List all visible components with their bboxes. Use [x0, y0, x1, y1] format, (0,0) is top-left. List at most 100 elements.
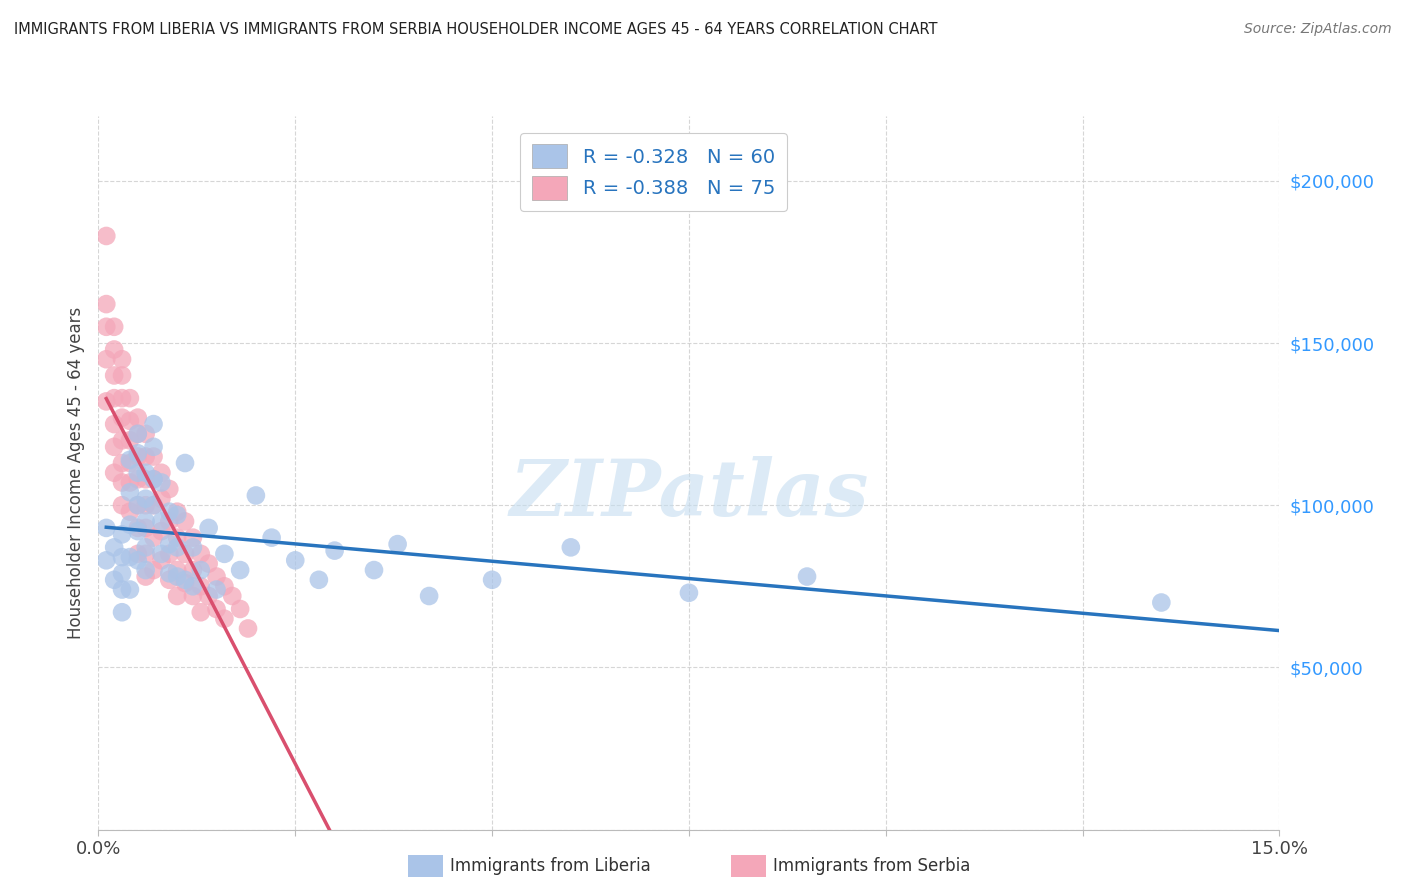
Point — [197, 557, 219, 571]
Point — [118, 582, 141, 597]
Point — [142, 531, 165, 545]
Point — [150, 466, 173, 480]
Point — [127, 547, 149, 561]
Point — [111, 456, 134, 470]
Point — [127, 426, 149, 441]
Point — [127, 472, 149, 486]
Point — [127, 521, 149, 535]
Point — [418, 589, 440, 603]
Point — [111, 410, 134, 425]
Point — [111, 550, 134, 565]
Point — [181, 579, 204, 593]
Point — [103, 391, 125, 405]
Point — [142, 498, 165, 512]
Point — [190, 605, 212, 619]
Point — [197, 521, 219, 535]
Point — [166, 508, 188, 522]
Point — [118, 414, 141, 428]
Y-axis label: Householder Income Ages 45 - 64 years: Householder Income Ages 45 - 64 years — [66, 307, 84, 639]
Point — [174, 515, 197, 529]
Point — [118, 434, 141, 448]
Point — [142, 498, 165, 512]
Point — [118, 452, 141, 467]
Point — [174, 573, 197, 587]
Point — [135, 472, 157, 486]
Point — [205, 582, 228, 597]
Point — [111, 498, 134, 512]
Point — [166, 563, 188, 577]
Point — [127, 446, 149, 460]
Point — [190, 579, 212, 593]
Point — [103, 440, 125, 454]
Point — [118, 456, 141, 470]
Point — [197, 589, 219, 603]
Point — [103, 466, 125, 480]
Point — [166, 541, 188, 555]
Text: Immigrants from Serbia: Immigrants from Serbia — [773, 857, 970, 875]
Point — [96, 553, 118, 567]
Point — [127, 498, 149, 512]
Point — [103, 573, 125, 587]
Point — [157, 566, 180, 581]
Point — [181, 531, 204, 545]
Point — [678, 586, 700, 600]
Point — [181, 589, 204, 603]
Point — [118, 505, 141, 519]
Point — [142, 450, 165, 464]
Point — [96, 521, 118, 535]
Point — [135, 521, 157, 535]
Point — [150, 524, 173, 538]
Point — [111, 527, 134, 541]
Point — [174, 576, 197, 591]
Point — [236, 622, 259, 636]
Point — [205, 602, 228, 616]
Text: IMMIGRANTS FROM LIBERIA VS IMMIGRANTS FROM SERBIA HOUSEHOLDER INCOME AGES 45 - 6: IMMIGRANTS FROM LIBERIA VS IMMIGRANTS FR… — [14, 22, 938, 37]
Point — [103, 417, 125, 431]
Point — [174, 456, 197, 470]
Point — [308, 573, 330, 587]
Point — [142, 472, 165, 486]
Point — [150, 515, 173, 529]
Point — [150, 547, 173, 561]
Point — [174, 547, 197, 561]
Point — [127, 410, 149, 425]
Point — [111, 391, 134, 405]
Point — [190, 563, 212, 577]
Point — [229, 563, 252, 577]
Point — [111, 434, 134, 448]
Point — [111, 566, 134, 581]
Point — [190, 547, 212, 561]
Point — [127, 498, 149, 512]
Point — [260, 531, 283, 545]
Point — [135, 466, 157, 480]
Text: Source: ZipAtlas.com: Source: ZipAtlas.com — [1244, 22, 1392, 37]
Point — [118, 391, 141, 405]
Point — [214, 579, 236, 593]
Point — [118, 550, 141, 565]
Point — [214, 547, 236, 561]
Point — [142, 440, 165, 454]
Point — [157, 515, 180, 529]
Point — [135, 541, 157, 555]
Point — [103, 319, 125, 334]
Point — [323, 543, 346, 558]
Point — [135, 426, 157, 441]
Text: Immigrants from Liberia: Immigrants from Liberia — [450, 857, 651, 875]
Point — [150, 475, 173, 490]
Point — [111, 352, 134, 367]
Point — [135, 491, 157, 506]
Point — [96, 352, 118, 367]
Point — [135, 547, 157, 561]
Point — [127, 524, 149, 538]
Point — [214, 612, 236, 626]
Point — [135, 498, 157, 512]
Point — [363, 563, 385, 577]
Point — [150, 553, 173, 567]
Legend: R = -0.328   N = 60, R = -0.388   N = 75: R = -0.328 N = 60, R = -0.388 N = 75 — [520, 133, 786, 211]
Point — [560, 541, 582, 555]
Point — [135, 515, 157, 529]
Point — [796, 569, 818, 583]
Point — [181, 563, 204, 577]
Point — [96, 394, 118, 409]
Point — [157, 537, 180, 551]
